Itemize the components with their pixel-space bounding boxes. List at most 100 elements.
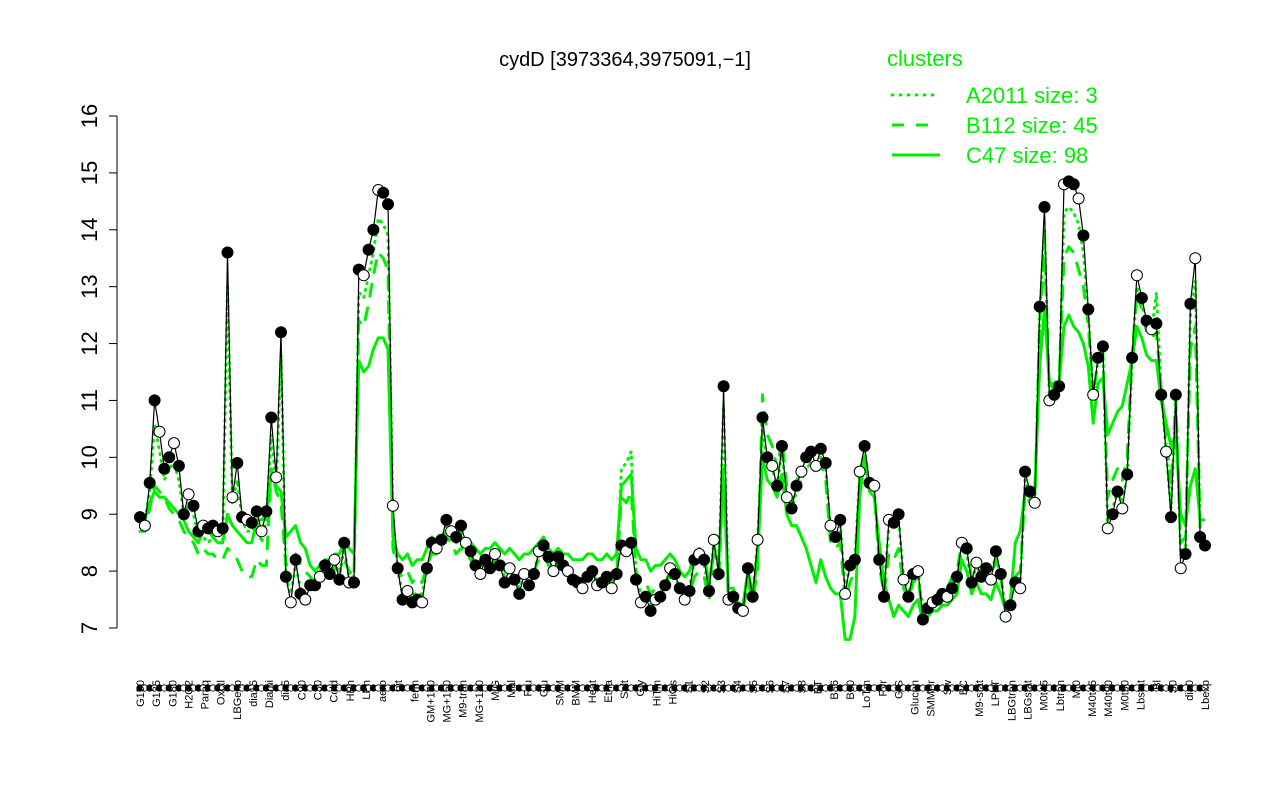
y-tick-label: 7 (77, 622, 102, 634)
gene-point (683, 585, 696, 597)
legend-title: clusters (887, 46, 963, 71)
x-tick-label: Gly (635, 680, 647, 697)
x-tick-label: B60 (845, 680, 857, 700)
x-tick-label: G150 (135, 680, 147, 707)
gene-point (265, 411, 278, 424)
gene-point (177, 508, 190, 521)
x-tick-label: ferm (409, 680, 421, 702)
x-tick-label: Lbtran (1055, 680, 1067, 711)
gene-point (999, 610, 1012, 623)
x-tick-label: S6 (764, 680, 776, 693)
gene-point (391, 562, 404, 575)
gene-point (994, 568, 1007, 580)
x-tick-label: C30 (313, 680, 325, 700)
x-tick-label: S8 (797, 680, 809, 693)
x-tick-label: Glu (538, 680, 550, 697)
x-tick-label: M9-tran (458, 680, 470, 718)
gene-point (231, 457, 244, 469)
x-tick-label: S3 (716, 680, 728, 693)
gene-point (328, 553, 341, 566)
gene-point (279, 570, 292, 583)
gene-point (985, 573, 997, 586)
gene-point (1067, 178, 1080, 191)
x-tick-label: Glucon (910, 680, 922, 715)
legend-label-a2011: A2011 size: 3 (966, 83, 1098, 108)
gene-point (1019, 465, 1032, 478)
gene-point (839, 587, 852, 600)
gene-point (1160, 445, 1173, 458)
gene-point (1179, 548, 1192, 560)
x-tick-label: GM+150 (426, 680, 438, 723)
x-tick-label: M40t90 (1103, 680, 1115, 717)
x-tick-label: MG+120 (474, 680, 486, 723)
series-line-a2011 (138, 205, 1207, 613)
gene-point (386, 499, 399, 512)
gene-point (1111, 485, 1124, 498)
gene-point (275, 326, 287, 339)
plot-area (116, 116, 118, 628)
gene-point (148, 394, 161, 407)
gene-point (245, 516, 258, 529)
gene-point (892, 508, 905, 521)
x-axis-labels: G150 G135 G180 H2O2 Paraq Oxctl LBGexp dia15 Dia… (135, 679, 1212, 722)
gene-point (1126, 351, 1139, 364)
x-tick-label: M0t90 (1119, 680, 1131, 711)
gene-point (1135, 292, 1148, 304)
x-tick-label: dia0 (1184, 680, 1196, 701)
gene-point (970, 556, 983, 569)
gene-point (255, 525, 268, 538)
gene-point (1199, 539, 1211, 552)
gene-point (951, 570, 963, 583)
x-tick-label: Mal (506, 680, 518, 698)
gene-point (814, 442, 827, 455)
gene-point (1174, 562, 1187, 575)
x-tick-label: C90 (296, 680, 308, 700)
gene-point (965, 576, 978, 589)
gene-point (630, 573, 642, 586)
gene-point (362, 243, 375, 256)
gene-point (659, 579, 672, 592)
gene-point (868, 479, 881, 492)
gene-point (795, 465, 808, 478)
gene-point (848, 553, 861, 566)
gene-point (737, 604, 749, 617)
gene-point (819, 457, 832, 469)
gene-point (289, 553, 302, 566)
gene-point (1096, 340, 1109, 353)
x-tick-label: Oxctl (216, 680, 228, 705)
gene-point (489, 548, 501, 560)
x-tick-label: BT (813, 680, 825, 694)
x-tick-label: aero (377, 680, 389, 702)
gene-point (775, 440, 788, 452)
x-tick-label: LBGstat (1023, 680, 1035, 720)
x-tick-label: G135 (151, 680, 163, 707)
gene-point (1130, 269, 1143, 282)
gene-point (420, 562, 433, 575)
x-tick-label: Sw (942, 680, 954, 695)
gene-point (503, 562, 516, 575)
gene-point (523, 579, 535, 592)
x-tick-label: G/S (893, 680, 905, 699)
gene-point (668, 568, 681, 580)
x-tick-label: LBGtran (1006, 680, 1018, 721)
gene-point (980, 562, 993, 575)
x-tick-label: HiTm (651, 680, 663, 706)
gene-point (960, 542, 973, 555)
gene-point (508, 573, 521, 586)
x-tick-label: Diami (264, 680, 276, 708)
legend: clusters A2011 size: 3 B112 size: 45 C47… (887, 46, 1098, 168)
gene-point (946, 582, 959, 595)
gene-point (1106, 508, 1119, 521)
gene-point (313, 570, 326, 583)
gene-point (1053, 380, 1066, 393)
gene-point (698, 553, 711, 566)
gene-point (1101, 522, 1114, 535)
legend-label-c47: C47 size: 98 (966, 143, 1088, 168)
gene-point (878, 590, 890, 603)
gene-point (1004, 599, 1017, 612)
gene-point (717, 380, 730, 393)
gene-point (873, 553, 886, 566)
gene-point (712, 568, 725, 580)
x-rug (136, 684, 1209, 692)
